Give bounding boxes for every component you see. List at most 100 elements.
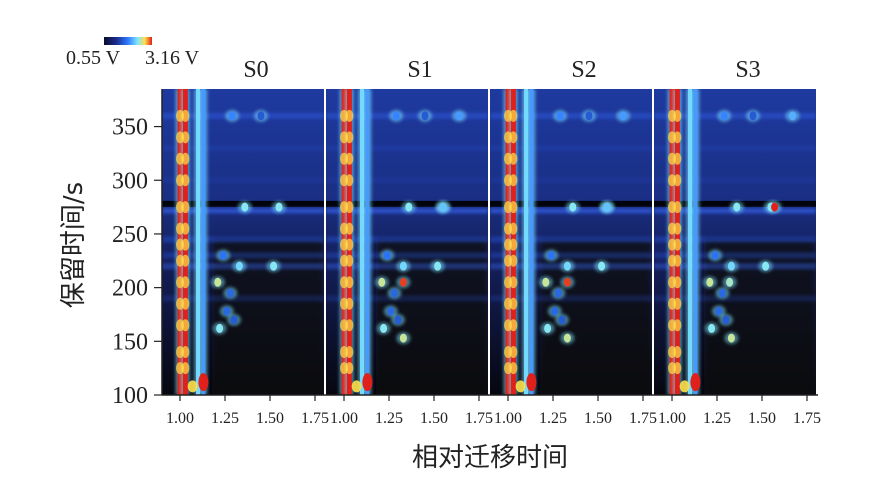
horizontal-band (326, 295, 488, 302)
ridge-bulge (345, 222, 354, 235)
spot (722, 315, 730, 325)
spot (439, 202, 447, 212)
spot (394, 315, 402, 325)
horizontal-band (654, 112, 816, 119)
colorbar (104, 37, 152, 45)
spot (390, 288, 398, 298)
spot (216, 323, 224, 333)
ridge-bulge (673, 346, 682, 359)
spot (235, 261, 243, 271)
x-tick-label: 1.00 (658, 410, 686, 427)
spot (727, 261, 735, 271)
spot (399, 261, 407, 271)
spot (603, 202, 611, 212)
horizontal-band (162, 145, 324, 152)
spot (720, 111, 728, 121)
spot (726, 277, 734, 287)
horizontal-band (326, 112, 488, 119)
x-tick-label: 1.00 (166, 410, 194, 427)
spot (551, 306, 559, 316)
horizontal-band (490, 295, 652, 302)
ridge-bulge (673, 109, 682, 122)
panel-s0: S0 (162, 57, 324, 395)
bottom-peak (351, 380, 362, 393)
x-tick-label: 1.50 (420, 410, 448, 427)
bottom-peak (526, 373, 537, 392)
horizontal-band (162, 252, 324, 259)
spot (749, 111, 757, 121)
spot (455, 111, 463, 121)
spot (771, 202, 779, 212)
low-signal-region (212, 239, 324, 395)
y-tick-label: 250 (112, 222, 148, 248)
horizontal-band (654, 236, 816, 243)
ridge-bulge (509, 362, 518, 375)
spot (585, 111, 593, 121)
ridge-bulge (181, 238, 190, 251)
spot (392, 111, 400, 121)
spot (383, 250, 391, 260)
panel-s1: S1 (324, 57, 488, 395)
horizontal-band (490, 252, 652, 259)
x-tick-label: 1.00 (494, 410, 522, 427)
spot (434, 261, 442, 271)
x-axis-label: 相对迁移时间 (412, 443, 568, 473)
spot (708, 323, 716, 333)
ridge-bulge (673, 222, 682, 235)
ridge-bulge (509, 222, 518, 235)
spot (715, 306, 723, 316)
ridge-bulge (509, 109, 518, 122)
spot (558, 315, 566, 325)
panels-group: S0 S1 S2 S3 (162, 57, 816, 395)
ridge-bulge (181, 222, 190, 235)
x-tick-label: 1.75 (793, 410, 821, 427)
spot (228, 111, 236, 121)
spot (257, 111, 265, 121)
x-tick-label: 1.75 (629, 410, 657, 427)
spot (223, 306, 231, 316)
ridge-bulge (673, 131, 682, 144)
ridge-bulge (181, 109, 190, 122)
x-tick-label: 1.50 (584, 410, 612, 427)
colorbar-min-label: 0.55 V (66, 47, 121, 69)
ridge-bulge (509, 174, 518, 187)
x-tick-label: 1.75 (301, 410, 329, 427)
spot (711, 250, 719, 260)
ridge-bulge (181, 201, 190, 214)
horizontal-band (162, 177, 324, 184)
spot (789, 111, 797, 121)
horizontal-band (654, 177, 816, 184)
panel-title: S2 (571, 57, 596, 83)
ridge-bulge (181, 319, 190, 332)
spot (718, 288, 726, 298)
horizontal-band (162, 112, 324, 119)
spot (387, 306, 395, 316)
ridge-bulge (509, 297, 518, 310)
ridge-bulge (673, 297, 682, 310)
y-tick-label: 200 (112, 276, 148, 302)
horizontal-band (490, 145, 652, 152)
spot (727, 333, 735, 343)
ridge-line (196, 89, 200, 395)
bottom-peak (198, 373, 209, 392)
panel-title: S1 (407, 57, 432, 83)
y-tick-label: 100 (112, 383, 148, 409)
horizontal-band (654, 252, 816, 259)
ridge-bulge (181, 346, 190, 359)
spot (399, 277, 407, 287)
spot (399, 333, 407, 343)
y-tick-label: 350 (112, 115, 148, 141)
ridge-bulge (673, 238, 682, 251)
x-tick-label: 1.25 (375, 410, 403, 427)
ridge-line (365, 89, 370, 395)
spot (230, 315, 238, 325)
ridge-bulge (345, 131, 354, 144)
x-tick-label: 1.25 (539, 410, 567, 427)
spot (241, 202, 249, 212)
y-tick-label: 300 (112, 168, 148, 194)
ridge-bulge (181, 276, 190, 289)
colorbar-max-label: 3.16 V (145, 47, 200, 69)
spot (544, 323, 552, 333)
ridge-line (693, 89, 698, 395)
